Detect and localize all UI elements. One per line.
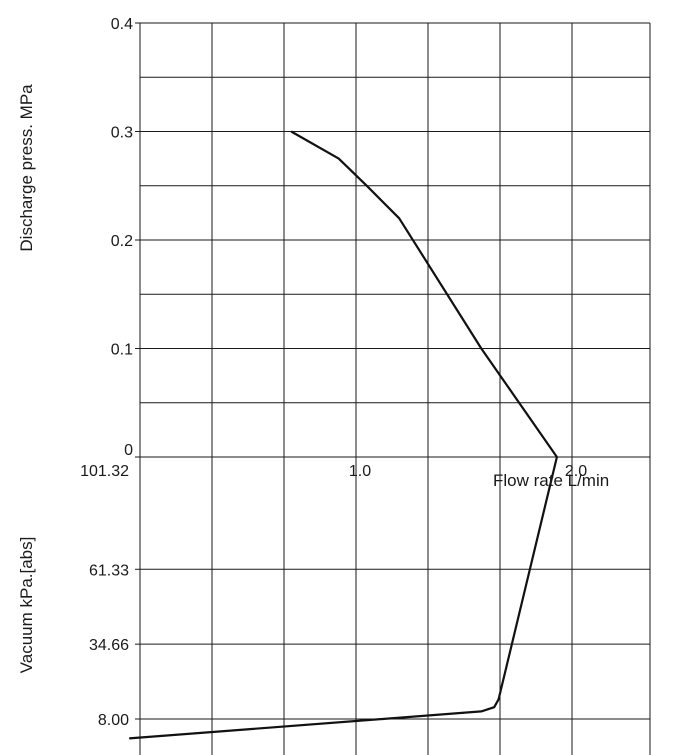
vacuum-tick-label: 101.32 <box>80 463 129 480</box>
curves <box>129 130 558 740</box>
axis-titles: Flow rate L/min Discharge press. MPa Vac… <box>17 84 609 674</box>
vacuum-axis-title: Vacuum kPa.[abs] <box>17 537 36 674</box>
x-tick-label: 1.0 <box>349 463 371 480</box>
vacuum-tick-label: 34.66 <box>89 637 129 654</box>
vacuum-tick-label: 8.00 <box>98 712 129 729</box>
discharge-tick-label: 0.2 <box>111 233 133 250</box>
tick-labels: 0.4 0.3 0.2 0.1 0 101.32 61.33 34.66 8.00 1.0 2.0 <box>80 16 587 729</box>
grid <box>135 22 651 755</box>
vacuum-curve <box>129 456 558 740</box>
discharge-tick-label: 0.4 <box>111 16 133 33</box>
x-axis-title: Flow rate L/min <box>493 471 609 490</box>
discharge-tick-label: 0.1 <box>111 342 133 359</box>
discharge-axis-title: Discharge press. MPa <box>17 84 36 252</box>
discharge-curve <box>290 130 558 458</box>
discharge-tick-label: 0 <box>124 442 133 459</box>
x-tick-label: 2.0 <box>565 463 587 480</box>
discharge-tick-label: 0.3 <box>111 125 133 142</box>
vacuum-tick-label: 61.33 <box>89 562 129 579</box>
